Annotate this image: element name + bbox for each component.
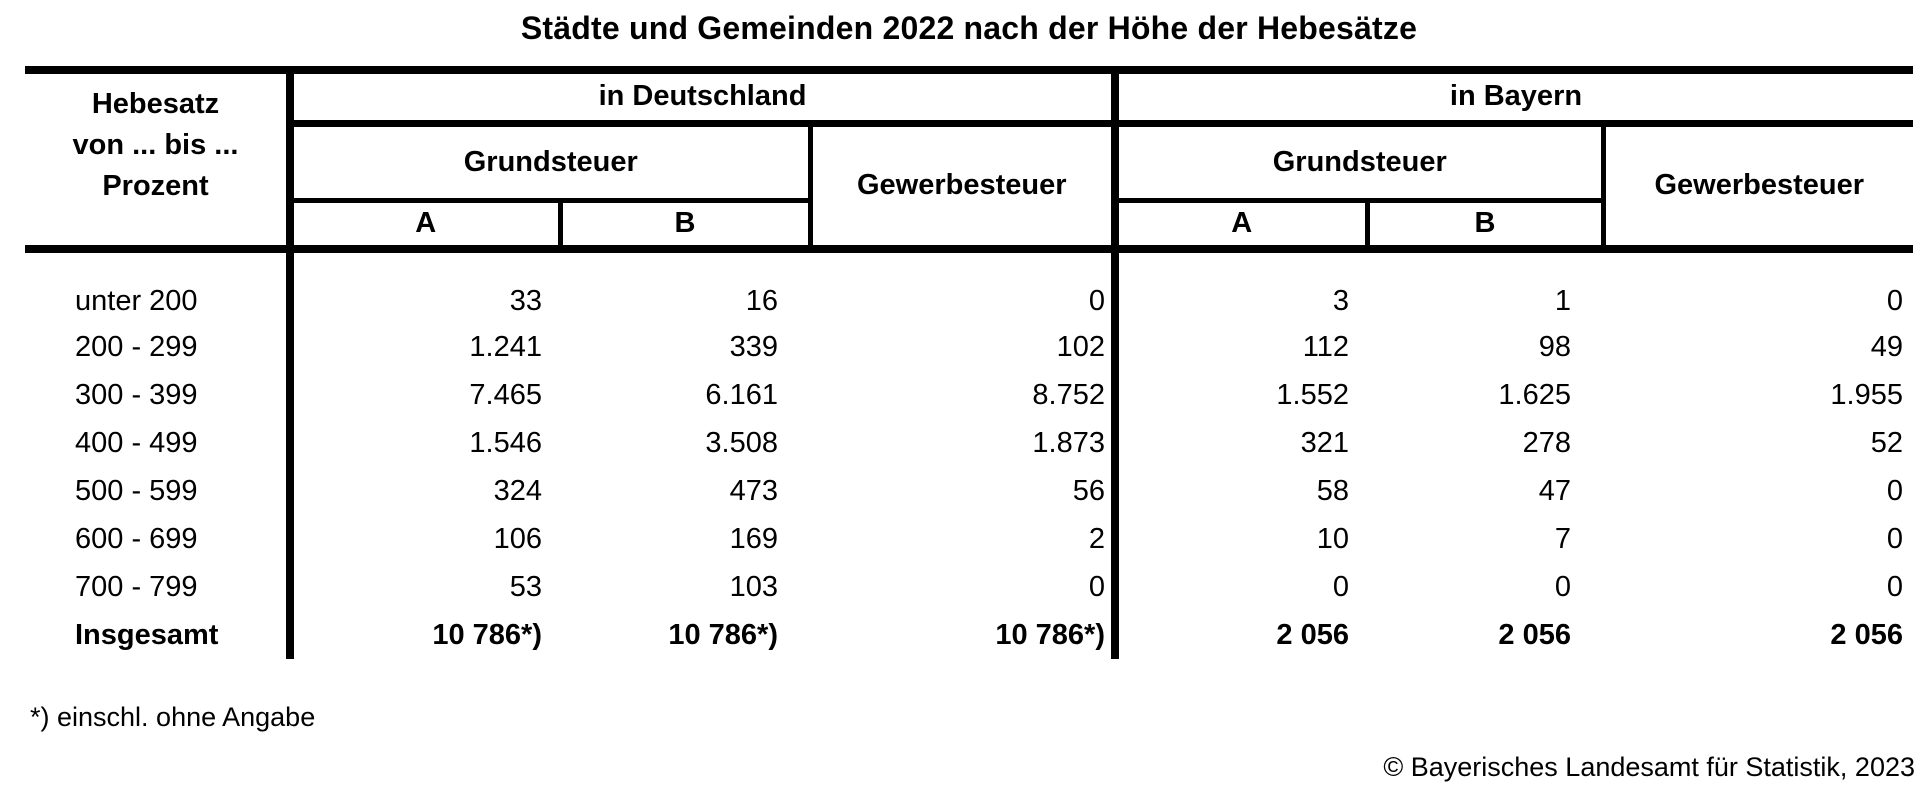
cell-value: 339: [729, 330, 778, 363]
cell-value: 2 056: [1498, 618, 1571, 651]
row-label-total: Insgesamt: [25, 611, 294, 659]
cell-value: 106: [493, 522, 542, 555]
section-header-bayern: in Bayern: [1115, 70, 1913, 127]
row-label: unter 200: [25, 249, 294, 323]
grundsteuer-header-deutschland: Grundsteuer: [290, 123, 810, 203]
table-row: 300 - 399 7.465 6.161 8.752 1.552 1.625 …: [25, 371, 1913, 419]
cell-value: 47: [1538, 474, 1571, 507]
cell-value: 1.955: [1830, 378, 1903, 411]
cell-value: 321: [1300, 426, 1349, 459]
table-row: unter 200 33 16 0 3 1 0: [25, 249, 1913, 323]
cell-value: 33: [509, 284, 542, 317]
cell-value: 10: [1316, 522, 1349, 555]
cell-value: 52: [1870, 426, 1903, 459]
cell-value: 0: [1886, 474, 1903, 507]
cell-value: 58: [1316, 474, 1349, 507]
cell-value: 0: [1332, 570, 1349, 603]
grundsteuer-header-bayern: Grundsteuer: [1115, 123, 1603, 203]
cell-value: 103: [729, 570, 778, 603]
table-row: 600 - 699 106 169 2 10 7 0: [25, 515, 1913, 563]
gewerbesteuer-header-deutschland: Gewerbesteuer: [807, 123, 1119, 253]
cell-value: 1.552: [1276, 378, 1349, 411]
cell-value: 0: [1554, 570, 1571, 603]
cell-value: 10 786*): [668, 618, 778, 651]
table-row: 400 - 499 1.546 3.508 1.873 321 278 52: [25, 419, 1913, 467]
cell-value: 0: [810, 249, 1119, 323]
hebesaetze-table: Hebesatz von ... bis ... Prozent in Deut…: [25, 66, 1913, 659]
row-label: 600 - 699: [25, 515, 294, 563]
row-label: 700 - 799: [25, 563, 294, 611]
col-header-b-deutschland: B: [560, 200, 810, 253]
cell-value: 10 786*): [432, 618, 542, 651]
cell-value: 53: [509, 570, 542, 603]
cell-value: 169: [729, 522, 778, 555]
cell-value: 102: [810, 323, 1119, 371]
cell-value: 7.465: [469, 378, 542, 411]
cell-value: 0: [1886, 522, 1903, 555]
cell-value: 16: [745, 284, 778, 317]
cell-value: 0: [810, 563, 1119, 611]
row-label: 200 - 299: [25, 323, 294, 371]
cell-value: 1.625: [1498, 378, 1571, 411]
cell-value: 1.546: [469, 426, 542, 459]
table-row: 200 - 299 1.241 339 102 112 98 49: [25, 323, 1913, 371]
cell-value: 8.752: [810, 371, 1119, 419]
cell-value: 324: [493, 474, 542, 507]
row-header-hebesatz: Hebesatz von ... bis ... Prozent: [25, 70, 294, 253]
row-label: 300 - 399: [25, 371, 294, 419]
cell-value: 278: [1522, 426, 1571, 459]
copyright-notice: © Bayerisches Landesamt für Statistik, 2…: [1383, 752, 1915, 782]
cell-value: 7: [1554, 522, 1571, 555]
gewerbesteuer-header-bayern: Gewerbesteuer: [1600, 123, 1913, 253]
cell-value: 56: [810, 467, 1119, 515]
row-label: 500 - 599: [25, 467, 294, 515]
cell-value: 10 786*): [810, 611, 1119, 659]
table-row-total: Insgesamt 10 786*) 10 786*) 10 786*) 2 0…: [25, 611, 1913, 659]
table-row: 500 - 599 324 473 56 58 47 0: [25, 467, 1913, 515]
row-label: 400 - 499: [25, 419, 294, 467]
page-title: Städte und Gemeinden 2022 nach der Höhe …: [520, 10, 1418, 46]
table-row: 700 - 799 53 103 0 0 0 0: [25, 563, 1913, 611]
cell-value: 473: [729, 474, 778, 507]
cell-value: 49: [1870, 330, 1903, 363]
cell-value: 1: [1554, 284, 1571, 317]
cell-value: 2 056: [1276, 618, 1349, 651]
col-header-a-bayern: A: [1115, 200, 1370, 253]
cell-value: 2 056: [1830, 618, 1903, 651]
cell-value: 2: [810, 515, 1119, 563]
footnote: *) einschl. ohne Angabe: [30, 702, 316, 732]
cell-value: 1.873: [810, 419, 1119, 467]
col-header-a-deutschland: A: [290, 200, 563, 253]
cell-value: 112: [1302, 330, 1349, 363]
cell-value: 6.161: [705, 378, 778, 411]
cell-value: 0: [1886, 570, 1903, 603]
section-header-deutschland: in Deutschland: [290, 70, 1119, 127]
cell-value: 3: [1332, 284, 1349, 317]
cell-value: 3.508: [705, 426, 778, 459]
cell-value: 0: [1886, 284, 1903, 317]
cell-value: 1.241: [469, 330, 542, 363]
cell-value: 98: [1538, 330, 1571, 363]
col-header-b-bayern: B: [1367, 200, 1603, 253]
